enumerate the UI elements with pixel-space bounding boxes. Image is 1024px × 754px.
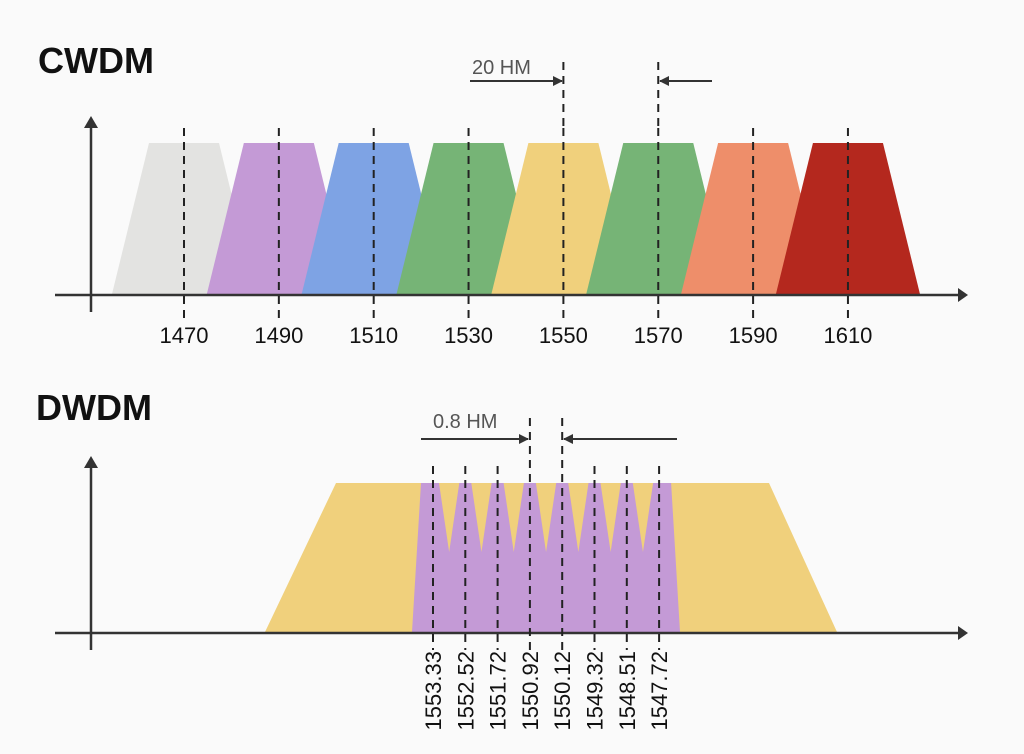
cwdm-tick-label: 1590 [729,323,778,348]
cwdm-tick-label: 1570 [634,323,683,348]
cwdm-tick-label: 1530 [444,323,493,348]
dwdm-y-axis-arrow-icon [84,456,98,468]
dwdm-channel-group [412,483,680,632]
dwdm-channel-comb [412,483,680,632]
dwdm-tick-label: 1550.12 [550,651,575,731]
cwdm-x-axis-arrow-icon [958,288,968,302]
cwdm-tick-label: 1610 [823,323,872,348]
dwdm-tick-label: 1551.72 [486,651,511,731]
dwdm-x-axis-arrow-icon [958,626,968,640]
dwdm-tick-label: 1549.32 [583,651,608,731]
dwdm-title: DWDM [36,387,152,428]
dwdm-tick-label: 1553.33 [421,651,446,731]
cwdm-tick-label: 1470 [160,323,209,348]
dwdm-tick-label: 1552.52 [453,651,478,731]
cwdm-tick-label: 1490 [254,323,303,348]
cwdm-y-axis-arrow-icon [84,116,98,128]
dwdm-tick-label: 1548.51 [615,651,640,731]
cwdm-tick-labels: 1470 1490 1510 1530 1550 1570 1590 1610 [160,323,873,348]
dwdm-tick-label: 1547.72 [647,651,672,731]
cwdm-tick-label: 1510 [349,323,398,348]
dwdm-spacing-label: 0.8 HM [433,411,497,433]
cwdm-title: CWDM [38,40,154,81]
cwdm-filter-group [112,143,920,294]
cwdm-center-lines [183,62,849,320]
cwdm-tick-label: 1550 [539,323,588,348]
dwdm-center-lines [432,418,661,650]
cwdm-spacing-label: 20 HM [472,57,531,79]
dwdm-tick-labels: 1553.33 1552.52 1551.72 1550.92 1550.12 1549.… [421,651,672,731]
dwdm-tick-label: 1550.92 [518,651,543,731]
